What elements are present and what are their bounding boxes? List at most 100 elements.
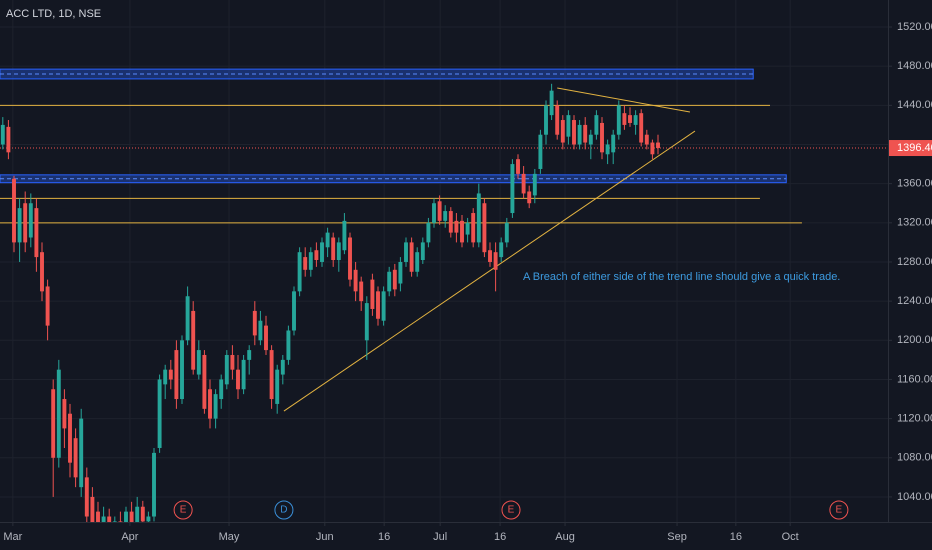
candle-body — [275, 369, 280, 404]
candle-body — [62, 399, 67, 429]
candle-body — [303, 257, 308, 270]
candle-body — [101, 516, 106, 522]
candle-body — [538, 134, 543, 169]
x-tick-label: Jun — [316, 531, 334, 543]
candle-body — [387, 271, 392, 292]
candle-body — [639, 113, 644, 143]
candle-body — [180, 340, 184, 400]
y-tick-label: 1160.00 — [897, 373, 932, 385]
candle-body — [342, 220, 347, 251]
x-tick-label: Jul — [433, 531, 447, 543]
candle-body — [264, 325, 268, 351]
candle-body — [398, 261, 403, 284]
candle-body — [174, 350, 179, 400]
candle-body — [336, 242, 341, 261]
axes: 1040.00 1080.00 1120.00 1160.00 1200.00 1240.… — [3, 21, 932, 543]
candle-body — [448, 211, 453, 233]
last-price-label: 1396.40 — [897, 142, 932, 154]
candle-body — [482, 203, 487, 253]
annotation: A Breach of either side of the trend lin… — [523, 271, 840, 283]
candle-body — [0, 124, 5, 145]
x-tick-label: Mar — [3, 531, 22, 543]
candle-body — [258, 320, 263, 341]
trend-line — [283, 130, 696, 412]
candle-body — [152, 452, 156, 517]
candle-body — [510, 164, 515, 214]
candle-body — [118, 521, 123, 522]
candle-body — [208, 389, 212, 419]
candle-body — [460, 220, 464, 243]
chart-title: ACC LTD, 1D, NSE — [6, 8, 101, 20]
candle-body — [79, 418, 84, 488]
candle-body — [140, 506, 145, 522]
candle-body — [224, 354, 229, 385]
candle-body — [280, 359, 285, 375]
x-tick-label: May — [219, 531, 240, 543]
candle-body — [314, 250, 319, 261]
y-tick-label: 1520.00 — [897, 21, 932, 33]
y-tick-label: 1480.00 — [897, 60, 932, 72]
candle-body — [230, 354, 235, 370]
event-marker — [173, 500, 193, 520]
event-label: D — [280, 505, 287, 516]
candle-body — [527, 191, 532, 204]
candle-body — [488, 250, 492, 262]
candle-body — [409, 242, 414, 272]
candle-body — [17, 208, 22, 243]
candle-body — [325, 232, 330, 248]
candle-body — [583, 124, 588, 143]
candle-body — [213, 394, 218, 419]
candle-body — [68, 413, 72, 463]
candle-body — [381, 291, 386, 321]
y-tick-label: 1280.00 — [897, 256, 932, 268]
candle-body — [544, 105, 548, 135]
candle-body — [185, 296, 190, 341]
y-tick-label: 1440.00 — [897, 99, 932, 111]
candle-body — [129, 511, 134, 522]
candle-body — [532, 173, 537, 196]
x-tick-label: Apr — [121, 531, 138, 543]
event-label: E — [508, 505, 515, 516]
candle-body — [521, 173, 526, 194]
candle-body — [560, 120, 565, 143]
candle-body — [202, 354, 207, 409]
candle-body — [471, 213, 476, 243]
candle-body — [493, 252, 498, 270]
candle-body — [12, 178, 16, 243]
candle-body — [644, 134, 649, 145]
candle-body — [236, 369, 240, 390]
candle-body — [353, 269, 358, 292]
candle-body — [157, 379, 162, 448]
candle-body — [656, 142, 660, 149]
candle-body — [286, 330, 291, 360]
candle-body — [443, 211, 448, 221]
candle-body — [622, 113, 627, 125]
candle-body — [476, 193, 481, 243]
event-label: E — [180, 505, 187, 516]
candle-body — [465, 222, 470, 235]
candle-body — [308, 252, 313, 270]
candle-body — [555, 105, 560, 135]
candle-body — [611, 134, 616, 153]
x-tick-label: Aug — [555, 531, 575, 543]
candle-body — [572, 120, 576, 145]
trend-line — [557, 87, 691, 113]
candle-body — [90, 496, 95, 522]
candle-body — [34, 208, 39, 258]
candle-body — [392, 269, 397, 290]
last-price-box — [889, 140, 932, 157]
candle-body — [499, 242, 504, 258]
candle-body — [23, 203, 28, 243]
x-tick-label: 16 — [730, 531, 742, 543]
candle-body — [331, 237, 336, 261]
candle-body — [404, 242, 408, 262]
candle-body — [51, 389, 56, 458]
candle-body — [650, 142, 655, 155]
candle-body — [516, 159, 520, 174]
event-marker — [829, 500, 849, 520]
price-band — [0, 68, 754, 80]
candle-body — [292, 291, 296, 331]
candle-body — [297, 252, 302, 292]
